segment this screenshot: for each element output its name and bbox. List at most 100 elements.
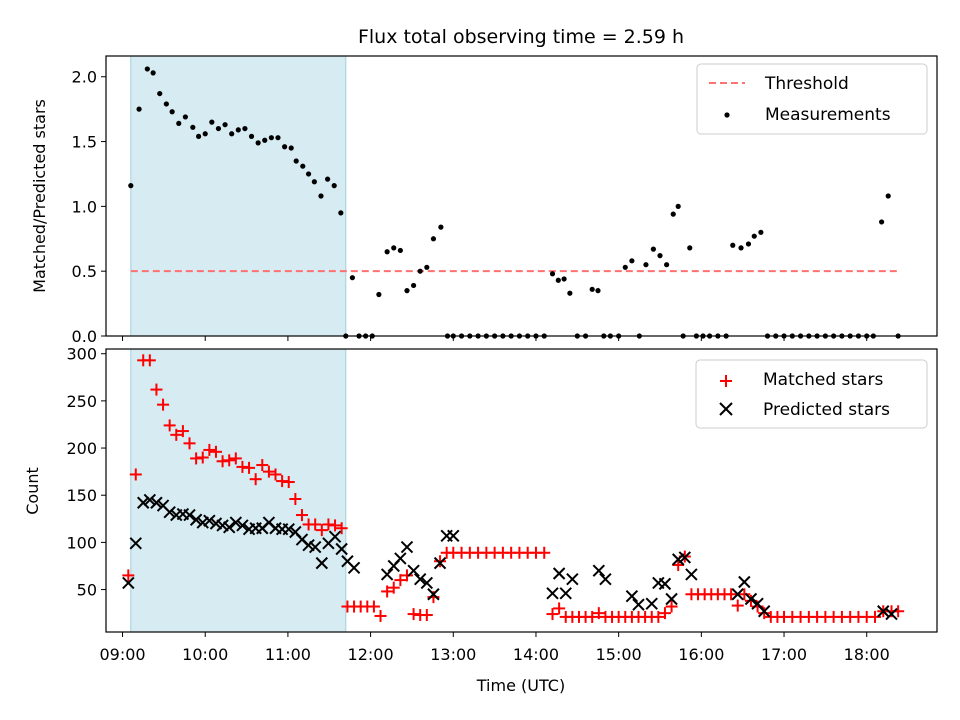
matched-star-marker (170, 428, 183, 441)
predicted-star-marker (552, 567, 566, 580)
matched-star-marker (249, 473, 262, 486)
predicted-star-marker (163, 505, 176, 519)
predicted-star-marker (229, 516, 243, 529)
measurement-point (751, 233, 757, 239)
predicted-star-marker (731, 588, 744, 601)
matched-star-marker (546, 608, 559, 621)
matched-star-marker (367, 600, 380, 613)
matched-star-marker (129, 468, 142, 481)
predicted-star-marker (757, 605, 771, 618)
measurement-point (758, 229, 764, 235)
top-y-ticks: 0.0 0.5 1.0 1.5 2.0 (72, 68, 106, 346)
predicted-star-marker (137, 496, 150, 509)
measurement-point (384, 249, 390, 255)
measurement-point (438, 224, 444, 230)
measurement-point (300, 163, 306, 169)
x-tick-label: 17:00 (761, 645, 807, 664)
measurement-point (157, 90, 163, 97)
predicted-star-marker (678, 551, 692, 564)
measurement-point (235, 127, 241, 133)
predicted-star-marker (335, 542, 348, 556)
measurement-point (730, 242, 736, 248)
bottom-y-axis-label: Count (23, 467, 42, 515)
top-y-tick-label: 0.5 (72, 262, 97, 281)
measurement-point (325, 176, 331, 182)
bottom-y-tick-label: 300 (66, 345, 97, 364)
predicted-star-marker (427, 588, 440, 601)
predicted-star-marker (744, 592, 758, 606)
matched-star-marker (229, 452, 242, 465)
top-y-tick-label: 1.0 (72, 197, 97, 216)
matched-star-marker (592, 607, 605, 620)
legend-matched-swatch (720, 375, 732, 387)
legend-threshold-label: Threshold (764, 74, 849, 94)
top-y-tick-label: 1.5 (72, 133, 97, 152)
measurement-point (391, 245, 397, 251)
matched-star-marker (434, 555, 447, 568)
matched-star-marker (223, 454, 236, 467)
matched-star-marker (335, 522, 348, 535)
predicted-star-marker (407, 564, 420, 577)
predicted-star-marker (394, 552, 407, 565)
measurement-point (664, 262, 670, 268)
measurement-point (561, 276, 567, 282)
predicted-star-marker (559, 587, 572, 600)
matched-star-marker (400, 569, 413, 582)
matched-star-marker (176, 425, 189, 438)
x-tick-label: 18:00 (844, 645, 890, 664)
measurement-point (176, 120, 182, 127)
top-panel: 0.0 0.5 1.0 1.5 2.0 Flux total observing tim… (30, 26, 938, 346)
matched-star-marker (652, 610, 665, 623)
predicted-star-marker (420, 576, 434, 590)
top-highlight-span (130, 55, 347, 337)
matched-star-marker (157, 398, 170, 411)
matched-star-marker (658, 607, 671, 620)
predicted-star-marker (328, 530, 342, 543)
measurement-point (589, 286, 595, 292)
measurement-point (670, 211, 676, 217)
matched-star-marker (665, 600, 678, 613)
matched-star-marker (183, 437, 196, 450)
measurement-point (745, 241, 752, 247)
measurement-point (657, 253, 663, 259)
matched-star-marker (143, 354, 156, 367)
measurement-point (229, 131, 235, 137)
measurement-point (376, 291, 382, 298)
bottom-y-tick-label: 200 (66, 439, 97, 458)
measurement-point (209, 119, 215, 125)
matched-star-marker (243, 461, 256, 474)
predicted-star-marker (625, 589, 639, 603)
bottom-y-tick-label: 150 (66, 486, 97, 505)
matched-star-marker (209, 445, 222, 458)
legend-predicted-label: Predicted stars (763, 400, 890, 420)
matched-star-marker (329, 519, 342, 532)
predicted-star-marker (236, 519, 249, 532)
bottom-plot-frame (105, 348, 938, 633)
measurement-point (687, 245, 693, 251)
measurement-point (144, 66, 150, 72)
matched-star-marker (150, 383, 163, 396)
measurement-point (248, 133, 255, 139)
predicted-star-marker (129, 537, 142, 550)
matched-star-marker (553, 602, 566, 615)
measurement-point (150, 70, 156, 76)
legend-measurements-swatch (724, 112, 730, 118)
top-y-tick-label: 2.0 (72, 68, 97, 87)
predicted-star-marker (308, 540, 322, 554)
predicted-star-marker (433, 556, 447, 570)
measurement-point (430, 236, 437, 242)
predicted-star-marker (143, 493, 157, 507)
measurement-point (650, 246, 656, 252)
measurement-point (202, 131, 208, 137)
predicted-star-marker (592, 564, 606, 577)
predicted-star-marker (885, 607, 898, 621)
matched-star-marker (309, 518, 322, 531)
predicted-star-marker (222, 521, 236, 534)
bottom-y-tick-label: 250 (66, 392, 97, 411)
matched-star-marker (731, 599, 744, 612)
legend-measurements-label: Measurements (765, 105, 891, 125)
top-y-axis-label: Matched/Predicted stars (30, 99, 49, 293)
matched-star-marker (256, 459, 269, 472)
measurement-point (262, 137, 268, 143)
bottom-highlight-span (130, 348, 347, 633)
